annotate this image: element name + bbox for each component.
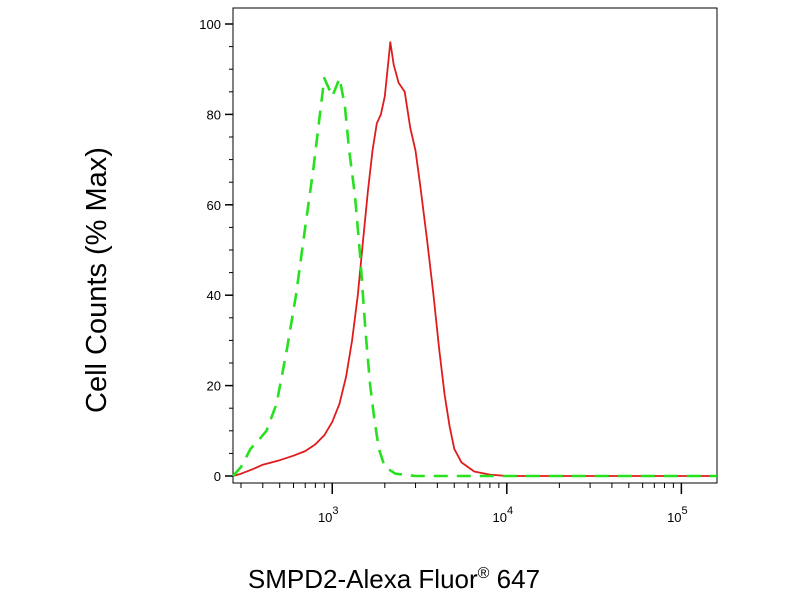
series-line-1: [232, 41, 717, 477]
y-tick-label-40: 40: [207, 288, 221, 303]
y-tick-label-100: 100: [199, 17, 221, 32]
series-line-2: [232, 76, 717, 478]
x-axis-title: SMPD2-Alexa Fluor® 647: [248, 564, 540, 594]
y-axis-title: Cell Counts (% Max): [81, 147, 113, 413]
y-tick-label-20: 20: [207, 379, 221, 394]
plot-frame: [232, 7, 718, 484]
y-tick-label-80: 80: [207, 107, 221, 122]
plot-area: 0 20 40 60 80 100 103 104 105: [199, 7, 718, 525]
y-tick-label-0: 0: [214, 469, 221, 484]
x-tick-label-100000: 105: [667, 505, 688, 525]
x-tick-label-10000: 104: [493, 505, 514, 525]
x-tick-label-1000: 103: [318, 505, 339, 525]
y-tick-label-60: 60: [207, 198, 221, 213]
